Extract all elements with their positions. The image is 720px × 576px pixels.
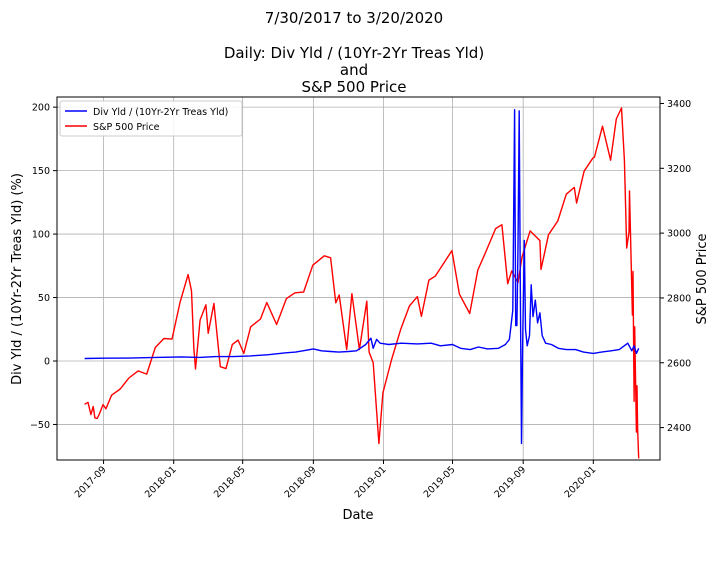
legend: Div Yld / (10Yr-2Yr Treas Yld) S&P 500 P… [59, 100, 243, 137]
legend-label-div-yld: Div Yld / (10Yr-2Yr Treas Yld) [93, 107, 228, 118]
grid [57, 97, 660, 460]
x-tick-label-6: 2019-09 [492, 464, 528, 500]
series-layer [84, 107, 640, 459]
x-tick-label-0: 2017-09 [73, 464, 109, 500]
x-tick-label-7: 2020-01 [563, 464, 599, 500]
x-tick-label-3: 2018-09 [283, 464, 319, 500]
x-tick-label-2: 2018-05 [212, 464, 248, 500]
plot-frame [56, 96, 661, 461]
x-axis: 2017-09 2018-01 2018-05 2018-09 2019-01 2019-… [73, 460, 599, 500]
y-right-tick-label-3: 3000 [667, 229, 691, 240]
title-line-3: Daily: Div Yld / (10Yr-2Yr Treas Yld) [224, 44, 484, 62]
title-line-1: 7/30/2017 to 3/20/2020 [265, 9, 443, 27]
x-axis-label: Date [342, 508, 373, 523]
series-line-sp500 [84, 107, 640, 459]
y-left-tick-label-4: 150 [32, 166, 50, 177]
legend-box [59, 100, 243, 137]
y-right-tick-label-5: 3400 [667, 99, 691, 110]
series-line-div-yld [84, 109, 640, 445]
y-right-tick-label-1: 2600 [667, 358, 691, 369]
title-line-5: S&P 500 Price [301, 78, 406, 96]
legend-label-sp500: S&P 500 Price [93, 122, 160, 133]
x-tick-label-5: 2019-05 [422, 464, 458, 500]
y-axis-left-label: Div Yld / (10Yr-2Yr Treas Yld) (%) [10, 173, 25, 385]
chart-title: 7/30/2017 to 3/20/2020 Daily: Div Yld / … [224, 9, 484, 96]
y-left-tick-label-2: 50 [38, 293, 50, 304]
title-line-4: and [340, 61, 368, 79]
y-right-tick-label-0: 2400 [667, 423, 691, 434]
y-axis-left: −50 0 50 100 150 200 [30, 103, 57, 431]
y-right-tick-label-4: 3200 [667, 164, 691, 175]
y-left-tick-label-5: 200 [32, 103, 50, 114]
x-tick-label-1: 2018-01 [143, 464, 179, 500]
y-left-tick-label-1: 0 [44, 357, 50, 368]
y-right-tick-label-2: 2800 [667, 293, 691, 304]
y-axis-right: 2400 2600 2800 3000 3200 3400 [660, 99, 691, 434]
y-left-tick-label-0: −50 [30, 420, 50, 431]
x-tick-label-4: 2019-01 [353, 464, 389, 500]
y-axis-right-label: S&P 500 Price [695, 233, 710, 324]
y-left-tick-label-3: 100 [32, 230, 50, 241]
